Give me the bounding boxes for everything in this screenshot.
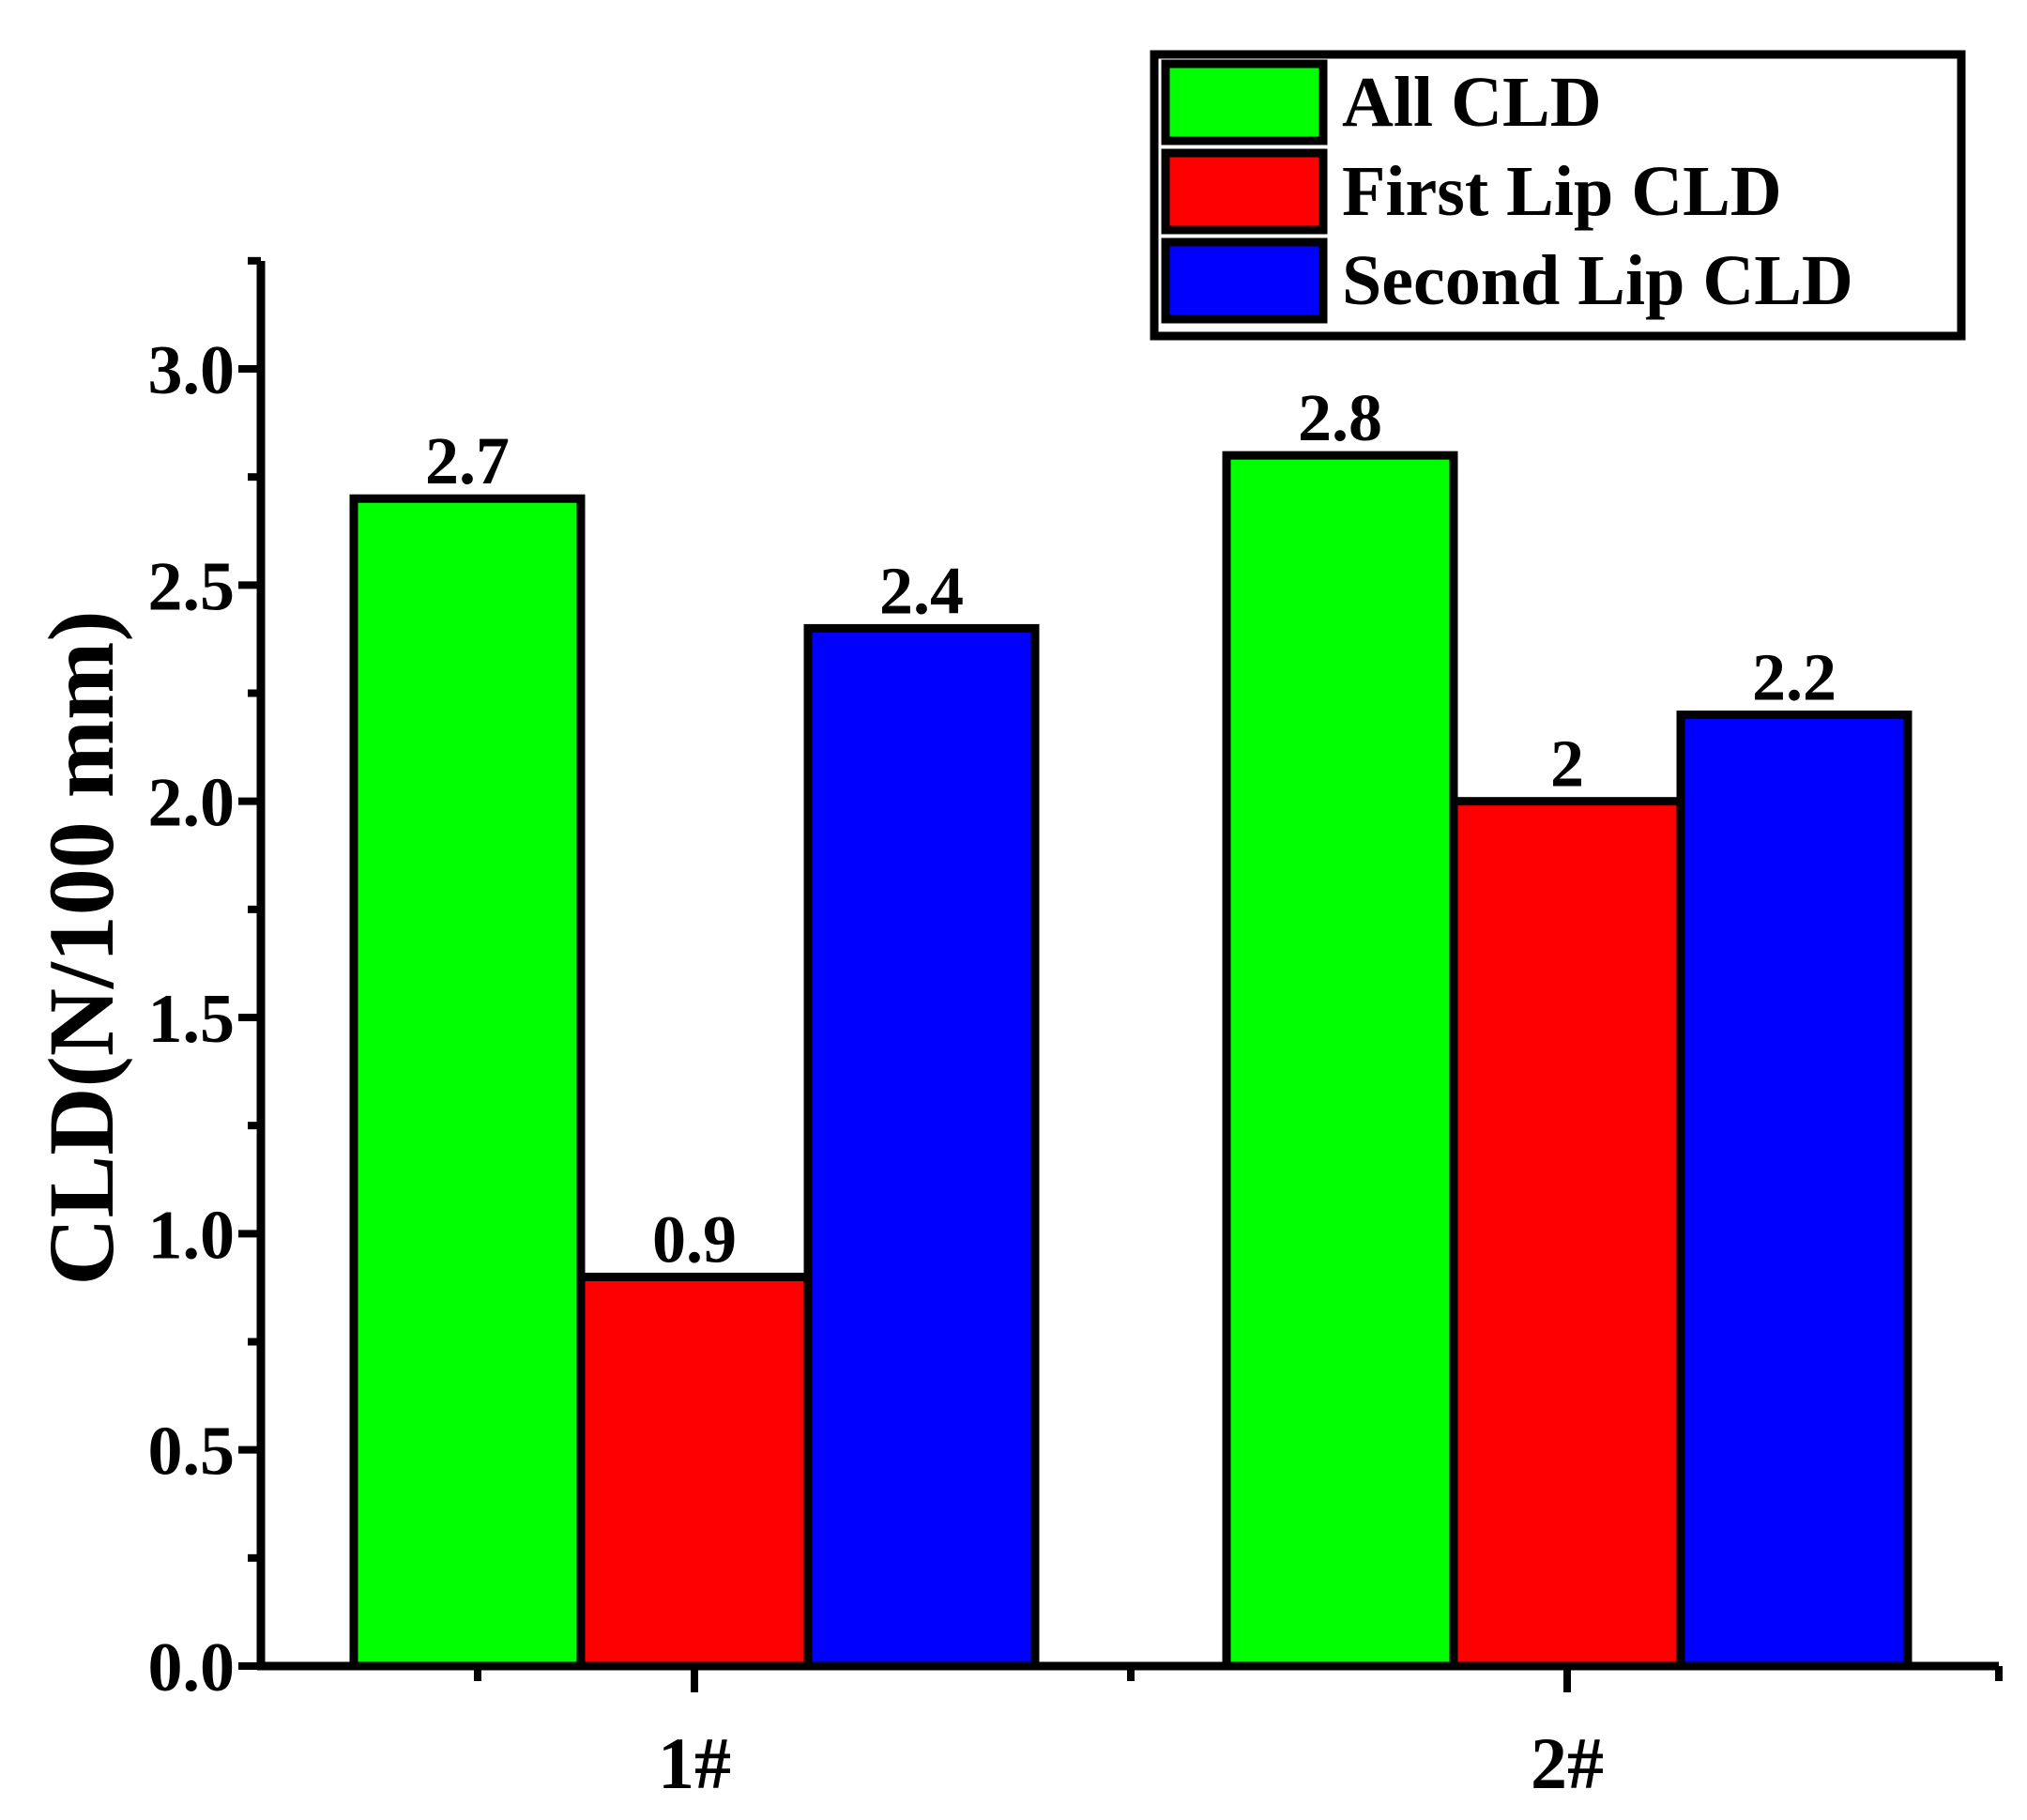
x-tick-label: 1# <box>658 1722 731 1804</box>
axes-layer: 0.0 0.5 1.0 1.5 2.0 2.5 3.0 1# 2# <box>148 256 2003 1804</box>
x-tick-label: 2# <box>1531 1722 1604 1804</box>
legend-swatch <box>1161 59 1328 145</box>
data-label: 2.8 <box>1298 380 1382 455</box>
bar-all-cld-2 <box>1222 451 1458 1671</box>
data-label: 2.2 <box>1752 640 1836 715</box>
legend-label: Second Lip CLD <box>1342 241 1853 320</box>
bar-first-lip-cld-1 <box>576 1272 813 1671</box>
bar-second-lip-cld-2 <box>1676 711 1913 1671</box>
y-tick-label: 2.5 <box>148 548 236 625</box>
y-tick-label: 0.5 <box>148 1414 236 1491</box>
y-tick-label: 2.0 <box>148 765 236 842</box>
data-label: 2 <box>1550 726 1584 802</box>
bar-first-lip-cld-2 <box>1449 797 1685 1671</box>
legend-swatch <box>1161 148 1328 235</box>
legend-label: First Lip CLD <box>1342 152 1782 231</box>
data-label: 2.7 <box>425 423 510 498</box>
y-tick-label: 3.0 <box>148 332 236 409</box>
bar-all-cld-1 <box>349 494 586 1671</box>
bar-second-lip-cld-1 <box>803 623 1040 1671</box>
y-tick-label: 1.5 <box>148 981 236 1058</box>
data-labels-layer: 2.7 0.9 2.4 2.8 2 2.2 <box>425 380 1836 1277</box>
y-axis-title: CLD(N/100 mm) <box>29 610 133 1285</box>
legend-label: All CLD <box>1342 63 1602 142</box>
y-tick-label: 0.0 <box>148 1629 236 1706</box>
y-tick-label: 1.0 <box>148 1197 236 1274</box>
data-label: 0.9 <box>652 1201 737 1277</box>
legend-swatch <box>1161 237 1328 324</box>
bars-layer <box>349 451 1913 1671</box>
data-label: 2.4 <box>879 553 964 628</box>
legend: All CLD First Lip CLD Second Lip CLD <box>1150 50 1966 341</box>
